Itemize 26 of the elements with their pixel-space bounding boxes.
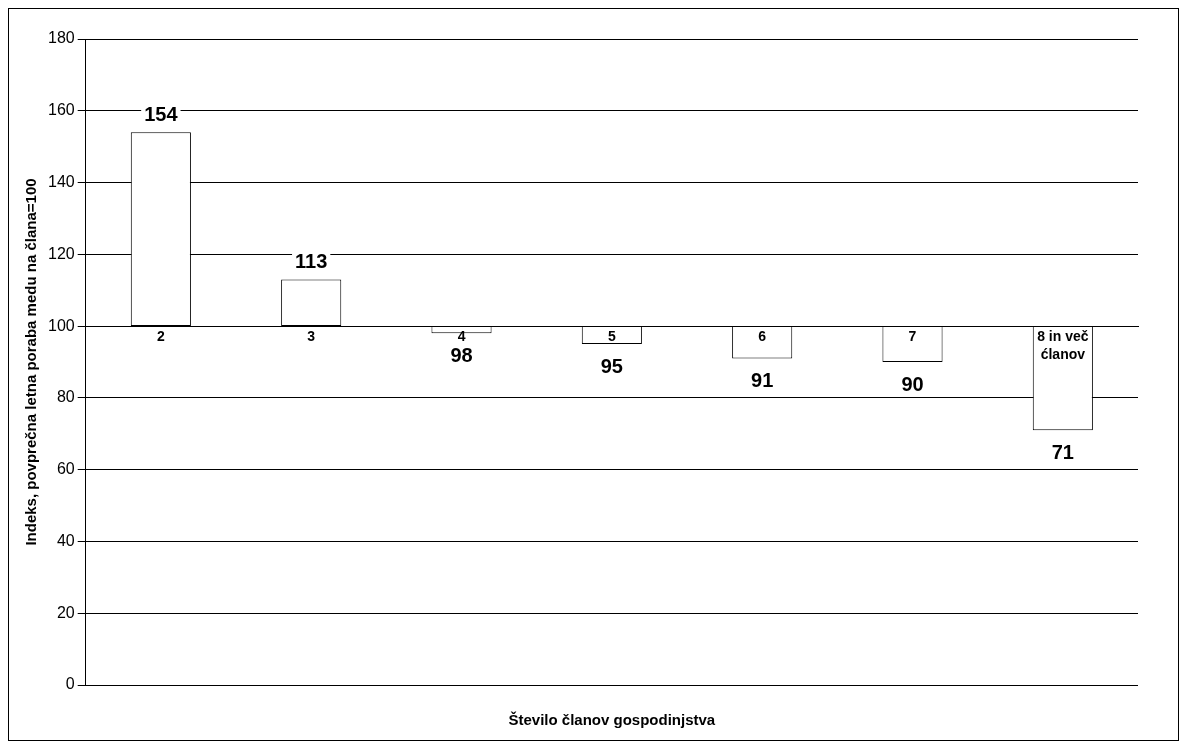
x-tick-label: 7 (908, 327, 917, 344)
y-tick-label: 20 (56, 603, 75, 621)
data-label: 91 (751, 368, 774, 391)
y-tick-label: 140 (47, 172, 75, 190)
y-tick-label: 120 (47, 244, 75, 262)
x-tick-label: 8 in več ćlanov (1037, 327, 1089, 362)
y-tick-label: 60 (56, 460, 75, 478)
data-label: 71 (1051, 440, 1074, 463)
data-label: 90 (901, 372, 924, 395)
y-axis-title: Indeks, povprečna letna poraba medu na člana=100 (22, 178, 40, 546)
x-tick-label: 5 (607, 327, 616, 344)
y-tick-label: 0 (65, 675, 75, 693)
data-label: 113 (295, 249, 328, 272)
data-label: 98 (450, 343, 473, 366)
y-tick-label: 180 (47, 29, 75, 47)
data-label: 95 (600, 354, 623, 377)
y-tick-label: 160 (47, 101, 75, 119)
x-tick-label: 4 (457, 327, 466, 344)
y-tick-label: 40 (56, 531, 75, 549)
y-tick-label: 80 (56, 388, 75, 406)
x-axis-title: Število članov gospodinjstva (508, 710, 716, 728)
x-tick-label: 2 (156, 327, 165, 344)
y-tick-label: 100 (47, 316, 75, 334)
x-tick-label: 3 (307, 327, 316, 344)
data-label: 154 (144, 102, 179, 125)
x-tick-label: 6 (758, 327, 767, 344)
